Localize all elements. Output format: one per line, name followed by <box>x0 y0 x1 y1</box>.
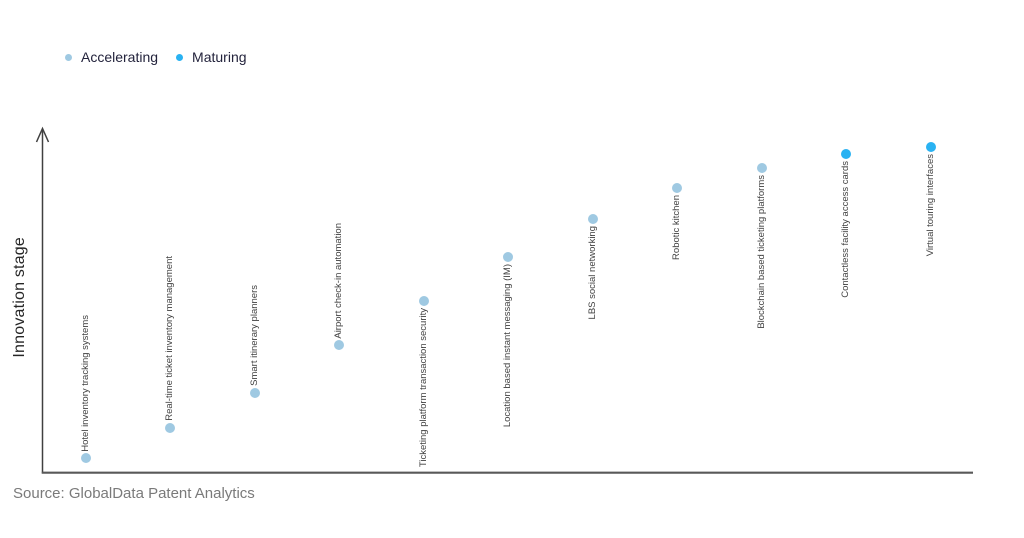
data-point: Smart itinerary planners <box>249 285 260 399</box>
data-point-dot-icon <box>925 142 936 153</box>
data-point-dot-icon <box>80 453 91 464</box>
data-point-dot-icon <box>756 162 767 173</box>
data-point-dot-icon <box>418 296 429 306</box>
data-point: Real-time ticket inventory management <box>164 256 175 433</box>
data-point: Ticketing platform transaction security <box>418 296 429 467</box>
data-point-dot-icon <box>503 251 513 262</box>
data-point-label: Robotic kitchen <box>671 195 682 261</box>
data-point-dot-icon <box>249 388 260 399</box>
data-point-label: Real-time ticket inventory management <box>164 255 175 421</box>
data-point: Blockchain based ticketing platforms <box>756 162 767 328</box>
data-point-dot-icon <box>334 340 344 351</box>
maturing-dot-icon <box>176 53 184 61</box>
data-point-label: Ticketing platform transaction security <box>417 308 429 468</box>
data-point-label: Airport check-in automation <box>333 222 344 339</box>
data-point-label: Location based instant messaging (IM) <box>502 263 513 427</box>
y-axis-arrow-icon <box>35 126 50 143</box>
legend-item-maturing: Maturing <box>176 49 247 65</box>
legend: Accelerating Maturing <box>65 49 247 65</box>
accelerating-dot-icon <box>65 53 72 61</box>
data-point: LBS social networking <box>587 213 598 319</box>
data-point: Virtual touring interfaces <box>925 142 936 256</box>
data-point: Location based instant messaging (IM) <box>502 251 513 427</box>
data-point-label: LBS social networking <box>586 225 598 320</box>
legend-label-maturing: Maturing <box>192 49 247 65</box>
data-point: Airport check-in automation <box>333 223 344 351</box>
legend-label-accelerating: Accelerating <box>81 49 159 65</box>
data-point-label: Blockchain based ticketing platforms <box>755 174 767 329</box>
data-point-label: Virtual touring interfaces <box>924 154 936 257</box>
data-point-dot-icon <box>587 213 598 224</box>
data-point-dot-icon <box>672 183 682 194</box>
data-point-dot-icon <box>841 148 851 159</box>
data-point-dot-icon <box>165 422 175 433</box>
data-point: Robotic kitchen <box>671 183 682 260</box>
data-point-label: Contactless facility access cards <box>840 160 851 298</box>
data-point-label: Smart itinerary planners <box>248 285 260 387</box>
source-note: Source: GlobalData Patent Analytics <box>13 485 255 502</box>
data-point-label: Hotel inventory tracking systems <box>79 314 91 452</box>
data-point: Contactless facility access cards <box>840 148 851 298</box>
data-point: Hotel inventory tracking systems <box>80 315 91 464</box>
legend-item-accelerating: Accelerating <box>65 49 158 65</box>
